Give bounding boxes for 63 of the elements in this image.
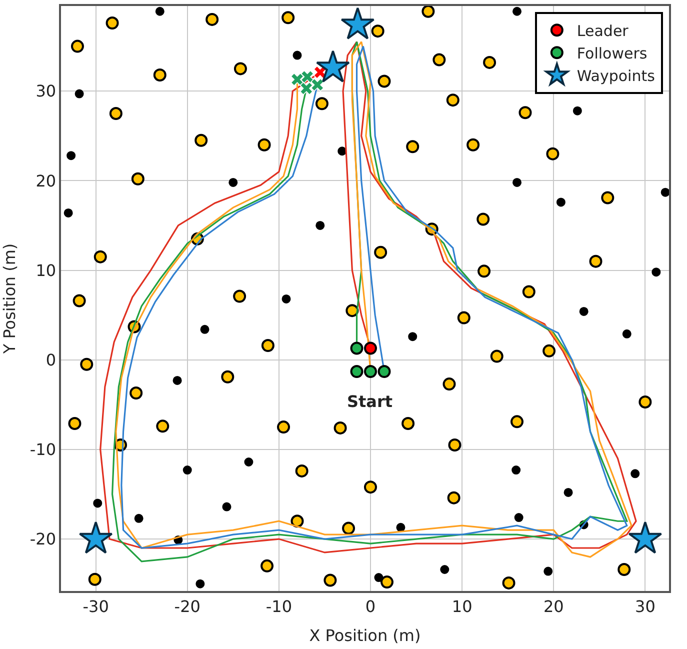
x-tick-label: 0 [365,596,376,616]
point [222,502,232,512]
y-tick-label: 10 [36,260,56,280]
point [396,522,406,532]
point [512,6,522,16]
point [93,498,102,508]
legend-label: Leader [576,22,630,40]
point [408,332,418,342]
point [364,342,377,355]
point [300,70,314,84]
legend-label: Followers [576,44,648,62]
point [622,329,632,338]
point [374,573,384,582]
point [182,466,192,475]
point [652,268,661,277]
point [514,513,524,522]
point [155,6,164,16]
point [300,82,314,96]
point [74,89,84,98]
point [196,579,205,588]
point [316,220,325,230]
x-tick-label: 20 [543,596,564,616]
x-tick-label: 10 [452,596,472,616]
point [544,566,553,576]
point [228,178,238,187]
x-tick-label: 30 [635,596,656,616]
point [364,365,377,378]
y-tick-label: 30 [36,82,56,101]
point [564,488,573,497]
point [440,565,450,574]
point [660,188,669,197]
point [64,208,73,218]
point [66,151,76,160]
point [310,78,324,92]
point [350,365,364,378]
point [340,7,375,40]
x-tick-label: -30 [82,596,109,616]
point [244,458,254,466]
point [200,324,210,334]
y-tick-label: 20 [36,171,56,190]
y-axis-title: Y Position (m) [0,243,19,355]
point [378,365,391,378]
point [134,514,144,523]
y-tick-label: -20 [30,530,56,549]
legend-label: Waypoints [576,66,656,85]
point [630,469,640,478]
point [316,50,350,82]
point [512,466,521,475]
annotation: Start [347,392,393,411]
x-axis-title: X Position (m) [309,626,421,646]
point [350,342,364,355]
point [282,294,291,304]
point [172,376,182,385]
point [579,306,588,316]
x-tick-label: -20 [174,596,200,616]
point [572,106,582,116]
y-tick-label: -10 [30,440,56,460]
x-tick-label: -10 [266,596,292,616]
point [338,146,347,156]
y-tick-label: 0 [46,350,56,370]
point [292,50,302,60]
point [556,198,566,207]
point [512,178,522,187]
